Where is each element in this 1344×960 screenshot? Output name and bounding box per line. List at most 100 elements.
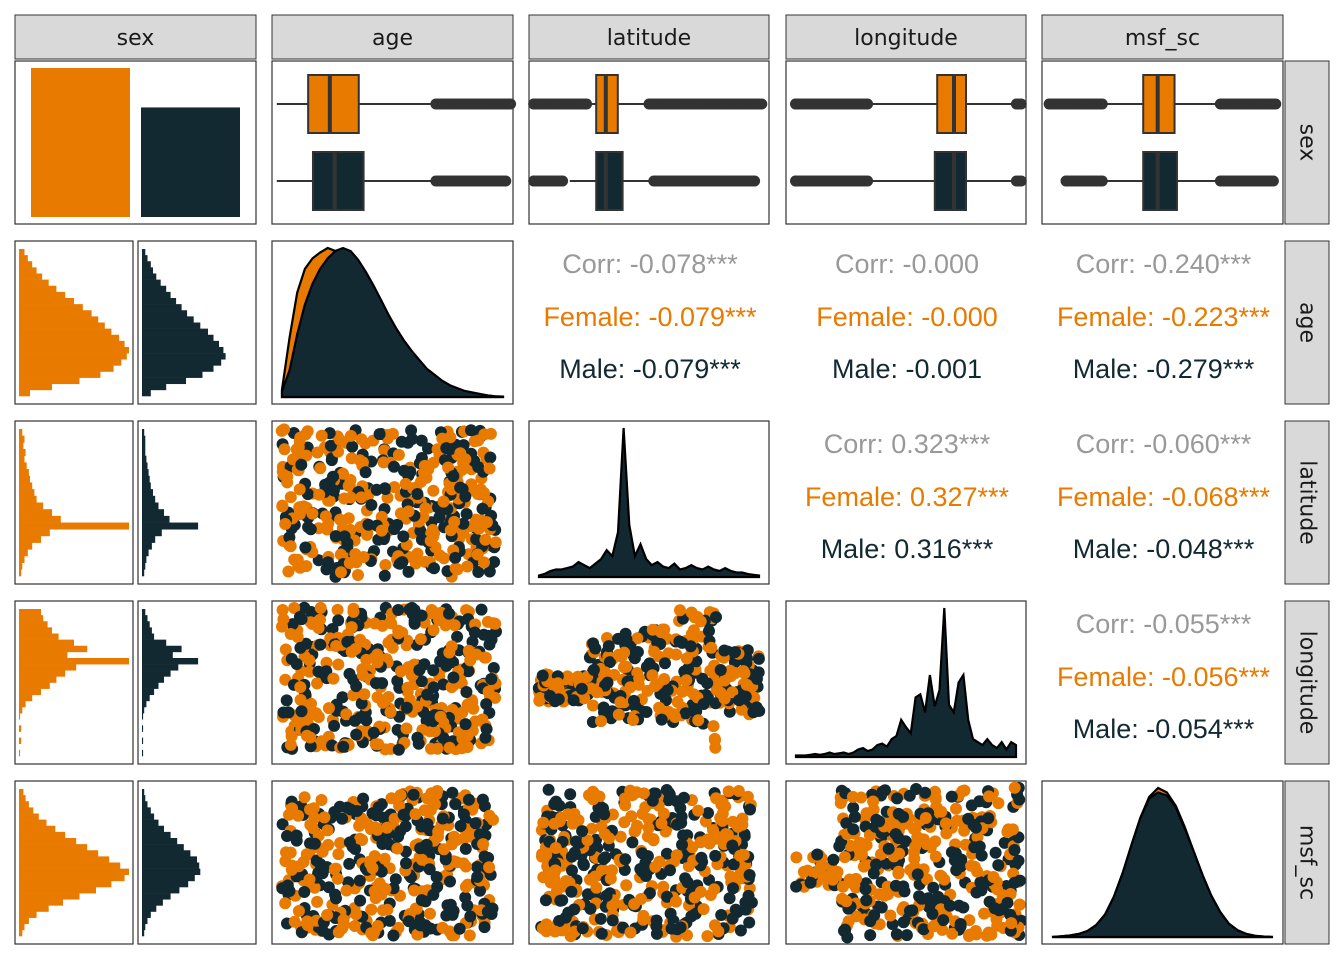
panel-frame [14, 600, 134, 765]
scatter-point [973, 795, 986, 808]
corr-overall: Corr: -0.240*** [1076, 249, 1252, 279]
scatter-point [581, 888, 594, 901]
scatter-point [618, 864, 631, 876]
histogram-bar [19, 929, 23, 937]
scatter-point [439, 853, 452, 866]
row-strip-label: age [1295, 302, 1320, 343]
column-strip-label: latitude [607, 26, 691, 51]
scatter-point [411, 700, 423, 713]
column-strip-age: age [271, 14, 514, 60]
scatter-point [375, 510, 388, 523]
scatter-point [293, 611, 306, 623]
column-strip-label: age [372, 26, 413, 51]
scatter-point [378, 482, 391, 495]
scatter-point [989, 846, 1002, 859]
scatter-point [906, 904, 919, 917]
scatter-point [308, 837, 321, 850]
histogram-bar [19, 562, 23, 570]
scatter-point [466, 696, 479, 709]
histogram-bar [142, 813, 155, 820]
outlier-point [1267, 175, 1279, 187]
scatter-point [465, 424, 477, 437]
scatter-point [705, 641, 718, 654]
scatter-point [544, 690, 557, 702]
histogram-bar [142, 569, 145, 577]
scatter-point [472, 522, 485, 535]
scatter-point [318, 811, 331, 824]
histogram-bar [142, 449, 146, 457]
histogram-bar [142, 462, 148, 470]
panel-frame [528, 60, 770, 225]
scatter-point [680, 652, 693, 665]
scatter-point [619, 853, 632, 866]
scatter-point [354, 633, 367, 646]
panel-frame [14, 60, 257, 225]
scatter-point [670, 849, 683, 862]
scatter-point [456, 706, 469, 719]
scatter-point [704, 889, 717, 901]
scatter-point [376, 696, 389, 709]
row-strip-bg [1284, 60, 1330, 225]
scatter-point [415, 475, 427, 488]
scatter-point [577, 859, 590, 872]
scatter-point [425, 742, 437, 755]
scatter-point [391, 842, 404, 855]
scatter-point [870, 858, 883, 871]
histogram-bar [142, 316, 194, 323]
scatter-point [314, 638, 327, 651]
scatter-point [419, 502, 432, 515]
scatter-point [472, 566, 485, 578]
histogram-bar [142, 469, 149, 477]
scatter-point [335, 566, 347, 579]
scatter-point [401, 634, 414, 647]
histogram-bar [19, 688, 41, 696]
histogram-bar [19, 334, 120, 342]
scatter-point [844, 839, 857, 852]
box [307, 74, 360, 134]
histogram-bar [19, 874, 125, 882]
scatter-point [604, 872, 617, 885]
histogram-bar [19, 737, 22, 745]
histogram-bar [19, 795, 26, 802]
scatter-point [317, 862, 330, 874]
histogram-bar [19, 482, 33, 490]
scatter-point [549, 842, 562, 854]
histogram-bar [142, 267, 153, 274]
scatter-point [489, 617, 502, 630]
scatter-point [394, 789, 407, 802]
scatter-points [276, 601, 502, 756]
scatter-point [328, 863, 341, 876]
scatter-msf_sc-longitude [790, 781, 1026, 944]
histogram-bar [19, 569, 22, 577]
scatter-point [463, 929, 476, 942]
histogram-bar [19, 911, 37, 918]
scatter-point [747, 706, 760, 719]
scatter-point [1006, 823, 1019, 836]
scatter-point [402, 565, 415, 578]
histogram-bar [19, 682, 50, 689]
scatter-point [394, 507, 407, 520]
scatter-point [437, 495, 450, 508]
scatter-point [649, 860, 662, 873]
histogram-bar [19, 340, 125, 348]
scatter-point [303, 665, 316, 678]
scatter-point [701, 833, 714, 846]
histogram-bar [19, 389, 30, 397]
scatter-point [919, 812, 932, 824]
histogram-bar [142, 899, 163, 906]
scatter-point [637, 787, 650, 800]
scatter-point [457, 517, 470, 530]
scatter-point [324, 439, 337, 452]
scatter-point [402, 915, 415, 928]
scatter-point [641, 684, 654, 697]
scatter-point [715, 909, 728, 921]
scatter-point [589, 870, 602, 883]
scatter-point [628, 694, 640, 707]
scatter-point [540, 918, 553, 931]
scatter-point [286, 618, 299, 631]
scatter-point [428, 725, 441, 738]
outlier-point [1043, 98, 1055, 110]
scatter-point [341, 537, 354, 550]
scatter-point [459, 880, 472, 893]
scatter-point [707, 720, 720, 733]
